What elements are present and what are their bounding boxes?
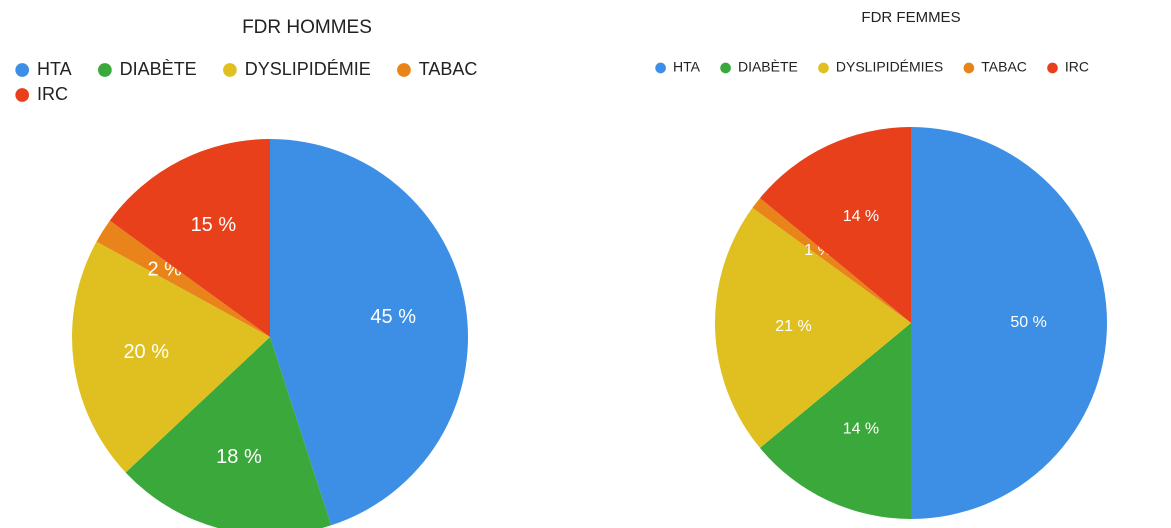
legend-marker	[98, 63, 112, 77]
data-label: 15 %	[191, 214, 237, 236]
legend-label: DYSLIPIDÉMIE	[245, 59, 371, 79]
pie-slice	[759, 127, 911, 323]
pie-slice	[270, 139, 469, 526]
legend-label: DYSLIPIDÉMIES	[836, 59, 943, 75]
legend-label: HTA	[37, 59, 72, 79]
chart-title: FDR HOMMES	[242, 17, 372, 38]
data-label: 14 %	[843, 208, 879, 225]
legend-marker	[818, 62, 829, 74]
legend-marker	[655, 62, 666, 74]
pie-slice	[911, 127, 1107, 519]
data-label: 18 %	[216, 446, 262, 468]
data-label: 20 %	[123, 341, 169, 363]
pie-slice	[752, 198, 911, 323]
legend-label: IRC	[37, 84, 68, 104]
legend-label: HTA	[673, 59, 701, 75]
chart-title: FDR FEMMES	[861, 9, 960, 26]
data-label: 14 %	[843, 421, 879, 438]
legend-marker	[397, 63, 411, 77]
legend-marker	[720, 62, 731, 74]
legend-marker	[223, 63, 237, 77]
data-label: 45 %	[370, 306, 416, 328]
pie-slice	[72, 241, 271, 473]
pie-slice	[715, 207, 911, 448]
legend-marker	[15, 88, 30, 102]
legend-marker	[1047, 62, 1058, 74]
pie-slice	[125, 337, 332, 528]
data-label: 21 %	[775, 318, 811, 335]
pie-slice	[109, 139, 270, 337]
legend-label: TABAC	[981, 59, 1027, 75]
legend-marker	[963, 62, 975, 74]
pie-slice	[759, 323, 911, 519]
legend-label: IRC	[1065, 59, 1089, 75]
legend-label: DIABÈTE	[120, 59, 197, 79]
legend-label: DIABÈTE	[738, 59, 798, 75]
legend-label: TABAC	[419, 59, 478, 79]
data-label: 50 %	[1010, 314, 1046, 331]
pie-slice	[96, 220, 271, 337]
legend-marker	[15, 63, 30, 77]
